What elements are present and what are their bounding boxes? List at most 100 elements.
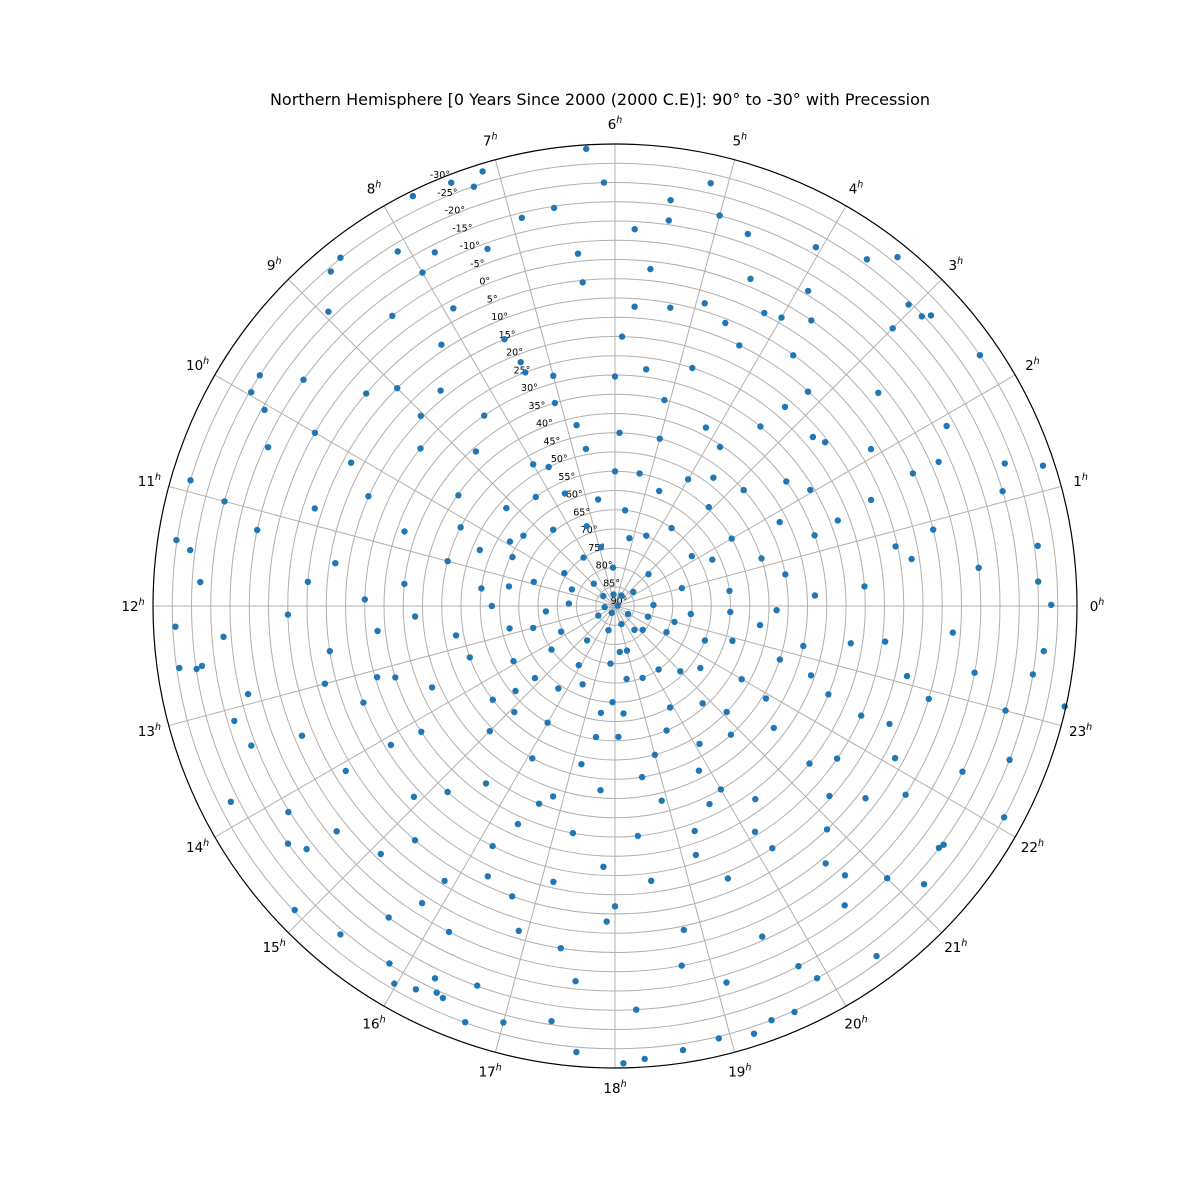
- hour-spoke-4: [614, 205, 847, 607]
- star-point: [489, 842, 496, 850]
- star-point: [618, 620, 625, 628]
- star-point: [418, 899, 426, 907]
- star-point: [702, 424, 710, 431]
- star-point: [187, 546, 194, 554]
- star-point: [472, 448, 480, 455]
- star-point: [466, 654, 473, 661]
- star-point: [452, 632, 460, 639]
- star-point: [431, 975, 439, 982]
- star-point: [391, 980, 398, 987]
- hour-tick-label-2: 2h: [1025, 356, 1040, 374]
- star-point: [867, 496, 875, 504]
- star-point: [697, 664, 704, 672]
- hour-spoke-9: [287, 278, 616, 607]
- star-point: [548, 646, 555, 653]
- star-point: [892, 543, 899, 550]
- star-point: [550, 372, 557, 379]
- star-point: [450, 305, 457, 312]
- hour-tick-label-1: 1h: [1073, 472, 1088, 490]
- star-point: [687, 610, 694, 618]
- star-point: [925, 695, 932, 703]
- star-point: [412, 986, 420, 993]
- star-point: [776, 518, 783, 526]
- star-point: [761, 309, 768, 317]
- hour-spoke-23: [614, 605, 1062, 727]
- hour-tick-label-0: 0h: [1090, 597, 1105, 615]
- star-point: [347, 459, 355, 466]
- star-point: [643, 532, 650, 539]
- star-point: [565, 600, 573, 607]
- hour-tick-label-12: 12h: [121, 597, 144, 615]
- star-point: [650, 601, 657, 609]
- star-point: [691, 827, 698, 835]
- star-point: [726, 587, 733, 595]
- dec-tick-label: -30°: [430, 170, 450, 181]
- dec-tick-label: 90°: [611, 596, 628, 607]
- star-point: [909, 470, 917, 477]
- star-point: [409, 192, 417, 200]
- star-point: [758, 555, 765, 562]
- star-point: [173, 536, 180, 544]
- star-point: [770, 724, 777, 732]
- star-point: [645, 571, 652, 578]
- star-point: [401, 580, 408, 588]
- hour-tick-label-21: 21h: [944, 938, 967, 956]
- star-point: [1006, 756, 1013, 763]
- star-point: [656, 487, 663, 495]
- star-point: [231, 717, 238, 725]
- star-point: [561, 490, 569, 497]
- star-point: [489, 696, 496, 703]
- star-point: [597, 544, 605, 551]
- star-point: [701, 300, 708, 307]
- star-point: [804, 287, 812, 295]
- dec-tick-label: 50°: [551, 454, 568, 465]
- star-point: [600, 863, 607, 870]
- star-point: [511, 708, 518, 716]
- star-point: [417, 445, 424, 452]
- star-point: [557, 628, 565, 635]
- star-point: [811, 592, 819, 599]
- hour-tick-label-5: 5h: [732, 131, 747, 149]
- star-point: [551, 399, 559, 407]
- star-point: [590, 580, 597, 587]
- star-point: [723, 708, 730, 716]
- star-point: [595, 612, 602, 619]
- star-point: [759, 933, 766, 940]
- star-point: [790, 352, 797, 359]
- star-point: [684, 476, 692, 483]
- dec-tick-label: 25°: [514, 365, 531, 376]
- star-point: [569, 829, 577, 837]
- star-point: [631, 626, 638, 634]
- star-point: [1040, 647, 1048, 655]
- star-point: [284, 611, 292, 618]
- star-point: [514, 820, 522, 828]
- star-point: [822, 860, 829, 867]
- star-point: [688, 552, 695, 560]
- star-point: [550, 204, 558, 212]
- star-point: [727, 608, 734, 616]
- star-point: [411, 837, 419, 844]
- star-point: [321, 680, 329, 687]
- star-point: [1029, 671, 1037, 678]
- star-point: [410, 793, 418, 800]
- star-point: [959, 768, 966, 775]
- star-point: [550, 526, 557, 533]
- star-point: [847, 640, 854, 647]
- dec-tick-label: 65°: [573, 507, 590, 518]
- dec-tick-label: 60°: [566, 490, 583, 501]
- star-point: [611, 903, 619, 910]
- star-point: [724, 875, 732, 882]
- star-point: [197, 578, 204, 586]
- star-point: [512, 687, 519, 695]
- star-point: [643, 366, 650, 373]
- star-point: [707, 180, 714, 187]
- star-point: [532, 493, 539, 501]
- star-point: [634, 832, 642, 840]
- star-point: [935, 458, 942, 466]
- star-point: [500, 1019, 507, 1026]
- dec-tick-label: 75°: [588, 543, 605, 554]
- star-point: [517, 359, 524, 366]
- star-point: [903, 672, 911, 680]
- star-point: [717, 786, 725, 793]
- star-point: [544, 719, 551, 726]
